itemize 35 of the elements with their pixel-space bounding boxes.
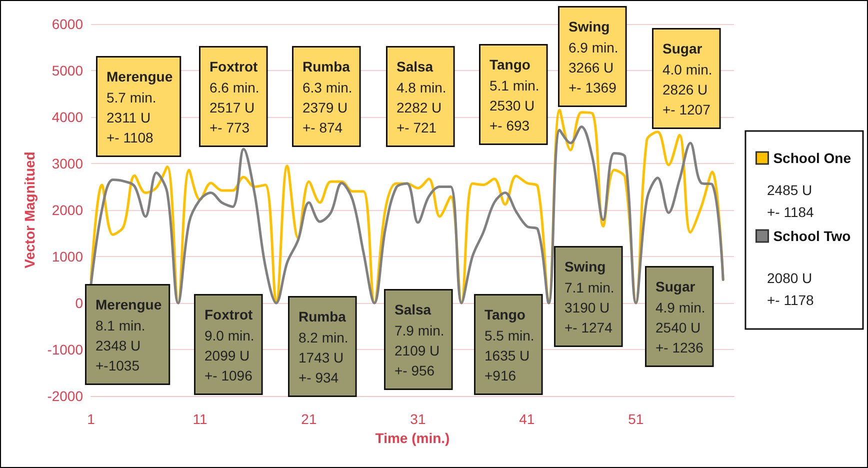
annotation: Foxtrot 9.0 min. 2099 U +- 1096	[204, 306, 254, 384]
annotation: Salsa 4.8 min. 2282 U +- 721	[396, 58, 446, 136]
annotation: Sugar 4.0 min. 2826 U +- 1207	[662, 40, 712, 118]
y-tick-label: 0	[75, 295, 84, 311]
x-tick-label: 31	[410, 411, 426, 427]
y-tick-label: 5000	[52, 62, 84, 78]
y-tick-label: -2000	[47, 388, 84, 404]
annotation: Swing 7.1 min. 3190 U +- 1274	[564, 258, 614, 336]
annotation: Foxtrot 6.6 min. 2517 U +- 773	[210, 58, 260, 136]
x-tick-label: 1	[87, 411, 96, 427]
text: 2080 U +- 1178	[767, 270, 814, 308]
y-tick-label: -1000	[47, 342, 84, 358]
x-axis-title: Time (min.)	[375, 430, 450, 446]
x-tick-label: 51	[628, 411, 644, 427]
annotation: Rumba 6.3 min. 2379 U +- 874	[302, 58, 352, 136]
x-tick-label: 21	[301, 411, 317, 427]
y-tick-label: 6000	[52, 16, 84, 32]
annotation: Salsa 7.9 min. 2109 U +- 956	[394, 302, 444, 378]
y-axis-title: Vector Magnitued	[21, 152, 38, 268]
y-tick-label: 1000	[52, 248, 84, 264]
x-tick-label: 11	[192, 411, 208, 427]
text: 2485 U +- 1184	[767, 182, 814, 220]
annotation: Swing 6.9 min. 3266 U +- 1369	[568, 18, 618, 96]
legend-label: School Two	[773, 228, 851, 244]
y-tick-label: 3000	[52, 156, 84, 172]
y-tick-label: 2000	[52, 202, 84, 218]
y-tick-label: 4000	[52, 109, 84, 125]
annotation: Tango 5.5 min. 1635 U +916	[484, 306, 534, 384]
x-tick-label: 41	[519, 411, 535, 427]
annotation: Merengue 5.7 min. 2311 U +- 1108	[106, 68, 173, 146]
annotation: Tango 5.1 min. 2530 U +- 693	[490, 56, 540, 134]
annotation: Sugar 4.9 min. 2540 U +- 1236	[656, 278, 706, 356]
annotation: Merengue 8.1 min. 2348 U +-1035	[96, 296, 162, 374]
annotation: Rumba 8.2 min. 1743 U +- 934	[298, 308, 348, 386]
legend-label: School One	[773, 150, 852, 166]
